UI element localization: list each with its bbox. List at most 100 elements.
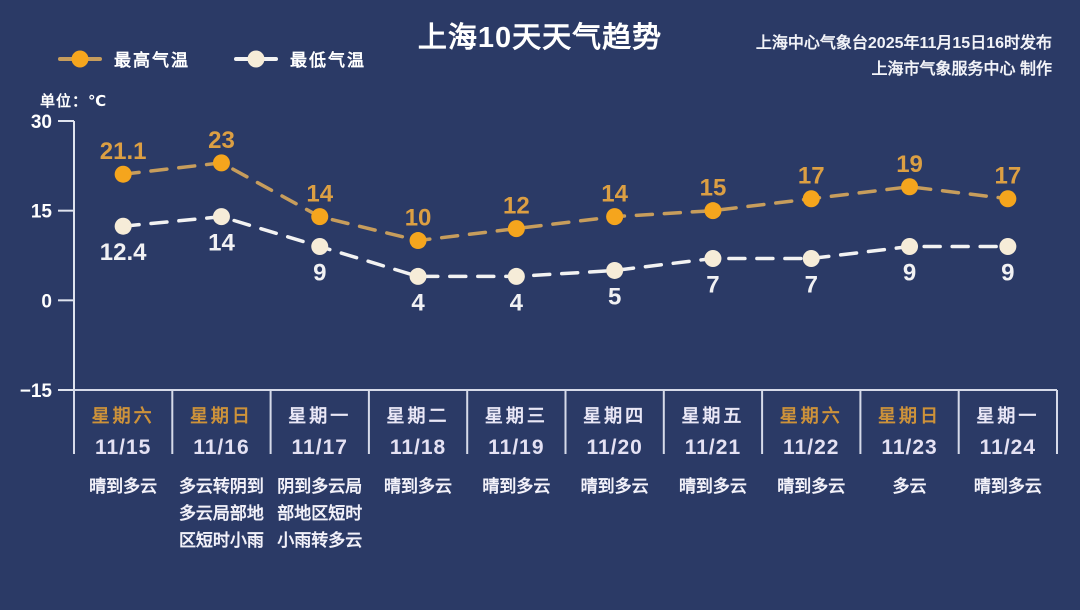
- low-temp-value-label: 9: [1001, 260, 1014, 287]
- page-title: 上海10天天气趋势: [417, 22, 663, 54]
- day-weekday: 星期六: [779, 406, 843, 426]
- producer-text: 上海市气象服务中心 制作: [871, 61, 1052, 78]
- low-temp-value-label: 7: [706, 271, 719, 298]
- day-weekday: 星期日: [189, 406, 253, 426]
- day-date: 11/15: [94, 436, 152, 459]
- day-date: 11/22: [783, 436, 840, 459]
- high-temp-value-label: 17: [994, 163, 1021, 190]
- high-temp-value-label: 21.1: [100, 138, 147, 165]
- low-temp-value-label: 14: [208, 230, 235, 257]
- low-temp-value-label: 5: [608, 283, 621, 310]
- legend-label-high-temp: 最高气温: [114, 51, 190, 70]
- high-temp-value-label: 19: [896, 151, 923, 178]
- day-date: 11/21: [684, 436, 742, 459]
- day-weekday: 星期三: [484, 406, 548, 426]
- low-temp-value-label: 9: [903, 260, 916, 287]
- day-date: 11/20: [586, 436, 643, 459]
- day-weekday: 星期四: [583, 406, 647, 426]
- low-temp-line-swatch: [234, 50, 278, 67]
- high-temp-point: [901, 178, 919, 196]
- high-temp-line-swatch: [58, 50, 102, 67]
- low-temp-point: [901, 238, 919, 256]
- low-temp-point: [802, 249, 820, 267]
- high-temp-value-label: 14: [601, 181, 628, 208]
- low-temp-point: [704, 249, 722, 267]
- day-weather-summary: 晴到多云: [777, 477, 846, 496]
- low-temp-value-label: 4: [411, 289, 425, 316]
- day-column: 星期日 11/23 多云: [860, 402, 958, 500]
- day-weekday: 星期六: [91, 406, 155, 426]
- low-temp-point: [114, 217, 132, 235]
- day-column: 星期一 11/24 晴到多云: [959, 402, 1057, 500]
- high-temp-point: [507, 220, 525, 238]
- high-temp-series-line: [121, 161, 1010, 243]
- day-column: 星期四 11/20 晴到多云: [566, 402, 664, 500]
- day-date: 11/24: [979, 436, 1037, 459]
- low-temp-point: [999, 238, 1017, 256]
- low-temp-marker-icon: [247, 50, 265, 67]
- day-weekday: 星期一: [976, 406, 1040, 426]
- day-weather-summary: 晴到多云: [89, 477, 158, 496]
- day-weather-summary: 多云: [892, 477, 927, 496]
- legend: 最高气温 最低气温: [58, 46, 366, 71]
- high-temp-point: [999, 190, 1017, 208]
- low-temp-point: [606, 261, 624, 279]
- high-temp-point: [311, 208, 329, 226]
- day-column: 星期三 11/19 晴到多云: [467, 402, 565, 500]
- low-temp-value-label: 12.4: [100, 239, 147, 266]
- high-temp-value-label: 10: [405, 205, 432, 232]
- day-weather-summary: 晴到多云: [580, 477, 649, 496]
- day-weekday: 星期一: [288, 406, 352, 426]
- y-axis-tick-label: 0: [41, 291, 52, 312]
- high-temp-value-label: 15: [700, 175, 727, 202]
- day-date: 11/18: [389, 436, 447, 459]
- day-weather-summary: 晴到多云: [482, 477, 551, 496]
- low-temp-point: [507, 267, 525, 285]
- high-temp-point: [606, 208, 624, 226]
- high-temp-value-label: 17: [798, 163, 825, 190]
- day-column: 星期五 11/21 晴到多云: [664, 402, 762, 500]
- day-column: 星期六 11/22 晴到多云: [762, 402, 860, 500]
- day-weather-summary: 多云转阴到多云局部地区短时小雨: [178, 477, 264, 551]
- day-weather-summary: 晴到多云: [973, 477, 1042, 496]
- day-date: 11/16: [193, 436, 250, 459]
- day-weather-summary: 阴到多云局部地区短时小雨转多云: [277, 477, 363, 551]
- high-temp-point: [704, 202, 722, 220]
- low-temp-point: [409, 267, 427, 285]
- low-temp-value-label: 4: [510, 289, 524, 316]
- y-axis-tick-label: −15: [20, 381, 53, 402]
- day-column: 星期二 11/18 晴到多云: [369, 402, 467, 500]
- high-temp-value-label: 14: [306, 181, 333, 208]
- day-weather-summary: 晴到多云: [678, 477, 747, 496]
- legend-label-low-temp: 最低气温: [290, 51, 366, 70]
- high-temp-point: [409, 232, 427, 250]
- y-axis-tick-label: 15: [31, 202, 53, 223]
- high-temp-point: [212, 154, 230, 172]
- day-weekday: 星期二: [386, 406, 450, 426]
- low-temp-value-label: 9: [313, 260, 326, 287]
- day-date: 11/23: [881, 436, 938, 459]
- day-weather-summary: 晴到多云: [384, 477, 453, 496]
- day-column: 星期六 11/15 晴到多云: [74, 402, 172, 500]
- high-temp-value-label: 12: [503, 193, 530, 220]
- issued-at-text: 上海中心气象台2025年11月15日16时发布: [755, 35, 1052, 52]
- legend-item-high-temp: 最高气温: [58, 46, 190, 71]
- unit-label: 单位：℃: [40, 93, 108, 110]
- low-temp-value-label: 7: [805, 271, 818, 298]
- high-temp-point: [802, 190, 820, 208]
- high-temp-marker-icon: [71, 50, 89, 67]
- low-temp-point: [212, 208, 230, 226]
- day-date: 11/19: [488, 436, 545, 459]
- high-temp-point: [114, 165, 132, 183]
- legend-item-low-temp: 最低气温: [234, 46, 366, 71]
- low-temp-point: [311, 238, 329, 256]
- day-date: 11/17: [291, 436, 348, 459]
- low-temp-series-line: [121, 214, 1010, 279]
- day-weekday: 星期五: [681, 406, 745, 426]
- day-weekday: 星期日: [878, 406, 942, 426]
- day-column: 星期一 11/17 阴到多云局部地区短时小雨转多云: [271, 402, 369, 555]
- y-axis-tick-label: 30: [31, 112, 52, 133]
- day-column: 星期日 11/16 多云转阴到多云局部地区短时小雨: [172, 402, 270, 555]
